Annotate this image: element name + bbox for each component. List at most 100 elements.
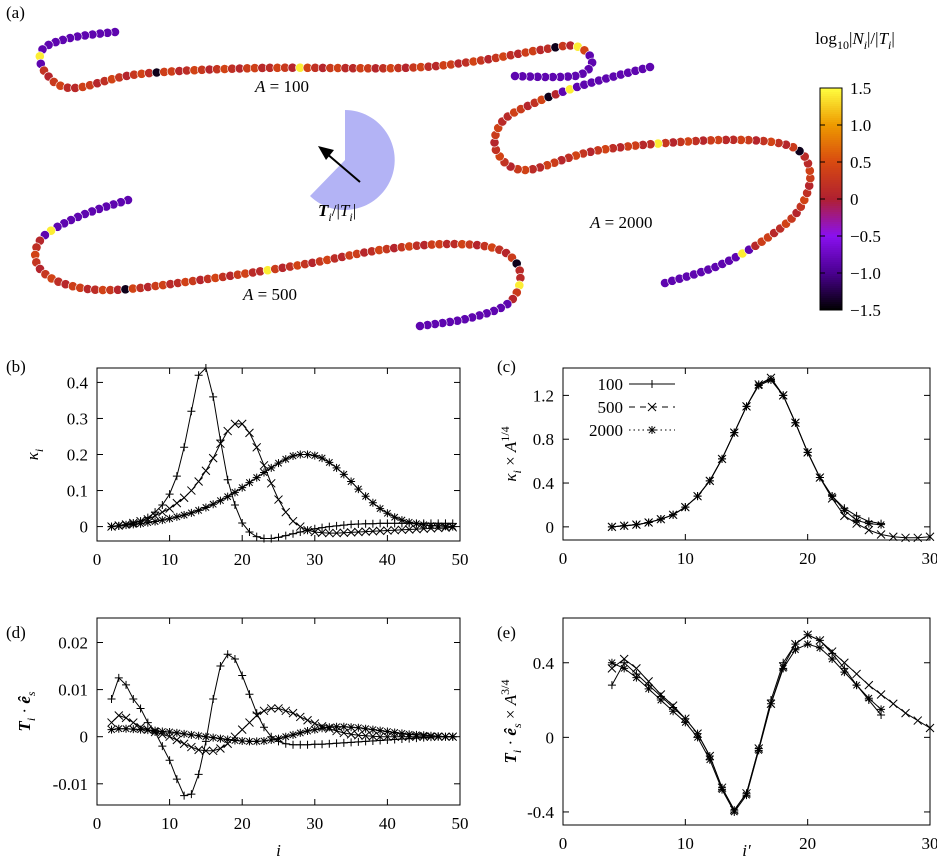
data-point — [681, 503, 690, 512]
data-point — [114, 711, 124, 720]
data-point — [361, 527, 370, 536]
data-point — [354, 527, 363, 537]
data-point — [619, 654, 629, 664]
data-point — [368, 519, 377, 528]
bead — [415, 321, 425, 331]
data-point — [172, 735, 182, 745]
y-tick-label: 0.1 — [67, 482, 88, 501]
colorbar-cell — [820, 138, 842, 141]
label-part: 1/4 — [498, 426, 512, 441]
data-point — [310, 527, 320, 537]
label-part: i — [276, 841, 281, 860]
data-point — [194, 770, 203, 779]
data-point — [252, 532, 261, 541]
data-point — [245, 527, 254, 536]
colorbar-cell — [820, 188, 842, 191]
x-tick-label: 0 — [93, 550, 102, 569]
data-point — [209, 733, 218, 742]
data-point — [368, 736, 377, 745]
data-point — [209, 500, 218, 509]
data-point — [754, 746, 763, 755]
colorbar-cell — [820, 96, 842, 99]
label-part: 10 — [837, 38, 849, 52]
data-point — [165, 504, 174, 513]
data-point — [187, 790, 196, 799]
data-point — [317, 528, 327, 538]
data-point — [803, 640, 812, 649]
data-point — [121, 713, 131, 723]
plot-frame — [562, 617, 931, 826]
data-point — [274, 704, 283, 713]
data-point — [827, 647, 837, 656]
colorbar-cell — [820, 154, 842, 157]
x-tick-label: 20 — [234, 814, 251, 833]
data-point — [172, 728, 181, 737]
colorbar-cell — [820, 206, 842, 209]
colorbar-cell — [820, 280, 842, 283]
data-point — [172, 775, 181, 784]
data-point — [669, 707, 678, 716]
data-point — [107, 522, 116, 531]
data-point — [332, 739, 341, 748]
data-point — [332, 722, 341, 731]
data-point — [318, 724, 327, 733]
colorbar-cell — [820, 108, 842, 111]
data-point — [730, 428, 739, 437]
data-point — [230, 736, 239, 745]
colorbar-tick-label: −1.0 — [850, 264, 881, 283]
data-point — [107, 718, 116, 727]
data-point — [644, 677, 653, 686]
x-tick-label: 10 — [161, 550, 178, 569]
colorbar-cell — [820, 264, 842, 267]
data-point — [339, 528, 349, 538]
plot-frame — [562, 367, 931, 541]
data-point — [404, 525, 414, 534]
data-point — [779, 391, 788, 400]
data-point — [876, 530, 886, 539]
colorbar-cell — [820, 152, 842, 155]
colorbar-cell — [820, 98, 842, 101]
data-point — [107, 695, 116, 704]
label-part: T — [879, 29, 890, 48]
colorbar-cell — [820, 304, 842, 307]
data-point — [289, 730, 298, 739]
data-point — [310, 719, 320, 728]
colorbar-cell — [820, 248, 842, 251]
data-point — [718, 785, 727, 794]
data-point — [332, 521, 341, 530]
colorbar-cell — [820, 298, 842, 301]
colorbar-tick-label: 0 — [850, 190, 859, 209]
data-point — [390, 513, 399, 522]
panel-label: (d) — [6, 623, 26, 642]
colorbar-cell — [820, 182, 842, 185]
y-tick-label: 0.01 — [58, 681, 88, 700]
data-point — [172, 512, 181, 521]
data-point — [259, 534, 268, 543]
data-point — [361, 737, 370, 746]
data-point — [383, 526, 392, 535]
data-point — [361, 731, 370, 741]
data-point — [180, 443, 189, 452]
colorbar-cell — [820, 238, 842, 241]
data-point — [669, 510, 678, 519]
data-point — [267, 534, 276, 543]
colorbar-cell — [820, 228, 842, 231]
data-point — [332, 726, 341, 736]
data-point — [295, 522, 305, 531]
annotation: Ti/|Ti| — [318, 201, 356, 224]
y-tick-label: 1.2 — [533, 386, 554, 405]
data-point — [289, 529, 298, 538]
x-tick-label: 10 — [161, 814, 178, 833]
data-point — [288, 516, 298, 526]
colorbar-cell — [820, 170, 842, 173]
colorbar-cell — [820, 88, 842, 91]
data-point — [194, 731, 203, 740]
colorbar-title: log10|Ni|/|Ti| — [815, 29, 895, 52]
x-tick-label: 0 — [93, 814, 102, 833]
data-point — [288, 708, 298, 718]
colorbar-cell — [820, 274, 842, 277]
label-part: log — [815, 29, 837, 48]
label-part: A — [254, 77, 266, 96]
label-part: ê — [501, 728, 520, 736]
colorbar-cell — [820, 306, 842, 309]
